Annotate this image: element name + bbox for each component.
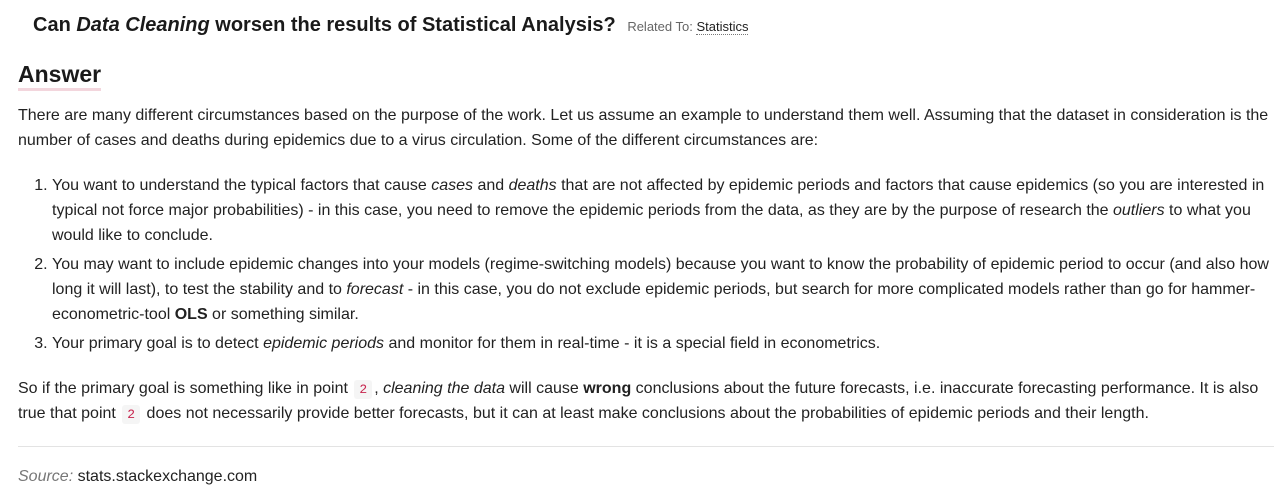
question-title: Can Data Cleaning worsen the results of … (33, 14, 1273, 37)
answer-body: There are many different circumstances b… (18, 103, 1274, 426)
conclusion-emphasis: cleaning the data (383, 380, 505, 397)
source-label: Source: (18, 468, 74, 485)
related-topic-link[interactable]: Statistics (696, 19, 749, 35)
divider (18, 446, 1274, 447)
related-to: Related To: Statistics (627, 19, 749, 35)
source-line: Source: stats.stackexchange.com (18, 468, 257, 486)
item-text: You may want to include epidemic changes… (52, 256, 1269, 298)
item-text: Your primary goal is to detect (52, 335, 264, 352)
question-suffix: worsen the results of Statistical Analys… (209, 14, 616, 36)
inline-code: 2 (354, 380, 373, 399)
item-text: to what you would like to conclude. (52, 202, 1251, 244)
circumstances-list: You want to understand the typical facto… (18, 173, 1274, 356)
item-emphasis: outliers (1113, 202, 1165, 219)
item-bold: OLS (174, 306, 208, 323)
inline-code: 2 (122, 405, 141, 424)
item-text: and monitor for them in real-time - it i… (384, 335, 881, 352)
item-text: and (473, 177, 509, 194)
item-emphasis: deaths (508, 177, 557, 194)
source-site: stats.stackexchange.com (77, 468, 258, 485)
conclusion-text: So if the primary goal is something like… (18, 380, 353, 397)
list-item: You may want to include epidemic changes… (52, 252, 1274, 327)
conclusion-bold: wrong (583, 380, 632, 397)
question-emphasis: Data Cleaning (76, 14, 210, 36)
answer-heading: Answer (18, 60, 102, 91)
conclusion-text: does not necessarily provide better fore… (142, 405, 1149, 422)
item-text: You want to understand the typical facto… (52, 177, 432, 194)
item-text: - in this case, you do not exclude epide… (52, 281, 1256, 323)
conclusion-text: , (374, 380, 384, 397)
answer-intro: There are many different circumstances b… (18, 107, 1269, 149)
item-text: or something similar. (207, 306, 359, 323)
list-item: You want to understand the typical facto… (52, 173, 1274, 248)
list-item: Your primary goal is to detect epidemic … (52, 331, 1274, 356)
related-label: Related To: (627, 19, 693, 34)
conclusion-text: will cause (504, 380, 584, 397)
question-prefix: Can (33, 14, 77, 36)
conclusion-text: conclusions about the future forecasts, … (18, 380, 1259, 422)
answer-conclusion: So if the primary goal is something like… (18, 376, 1274, 426)
item-emphasis: epidemic periods (263, 335, 385, 352)
item-emphasis: forecast (346, 281, 404, 298)
item-text: that are not affected by epidemic period… (52, 177, 1265, 219)
item-emphasis: cases (431, 177, 473, 194)
